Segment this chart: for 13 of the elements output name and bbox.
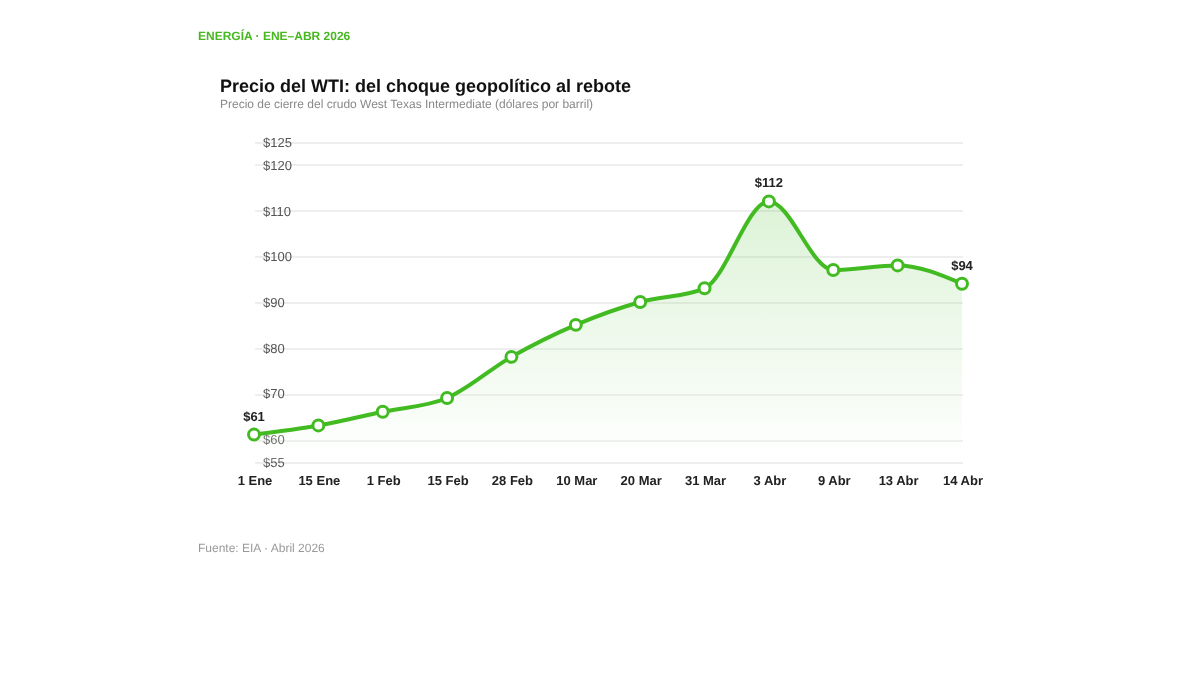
point [955, 276, 969, 291]
point [311, 418, 326, 433]
point [890, 258, 905, 273]
point [697, 281, 712, 296]
point [504, 349, 519, 364]
point [826, 263, 841, 277]
point [247, 427, 261, 442]
point [440, 391, 455, 405]
chart-title: Precio del WTI: del choque geopolítico al rebote [220, 76, 632, 96]
point [633, 295, 648, 309]
point [375, 404, 390, 419]
point [761, 194, 776, 209]
point [568, 317, 583, 332]
